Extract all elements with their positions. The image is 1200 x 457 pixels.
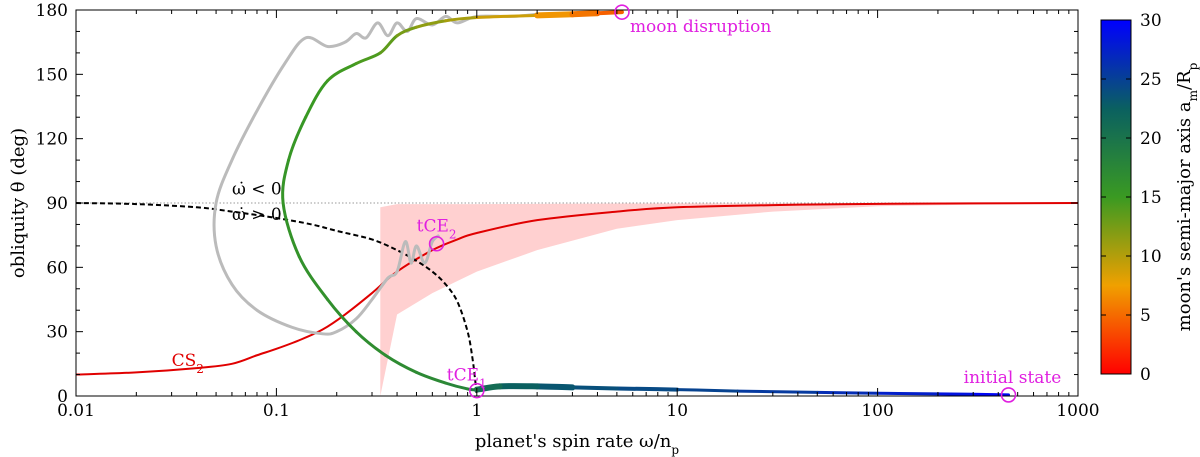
series-segment [614,386,680,392]
series-segment [595,10,624,16]
series-segment [354,51,382,66]
colorbar-tick-label: 0 [1140,365,1151,385]
series-segment [971,392,1010,396]
marker-initial-state [1000,387,1017,403]
colorbar-tick-label: 20 [1140,129,1162,149]
y-tick-label: 180 [36,1,68,21]
series-segment [395,25,418,38]
x-tick-label: 1000 [1056,401,1099,421]
series-separatrix [76,202,478,396]
colorbar-tick-label: 15 [1140,188,1162,208]
colorbar-tick-label: 25 [1140,70,1162,90]
x-tick-label: 0.01 [57,401,95,421]
series-segment [876,391,940,396]
y-tick-label: 0 [57,387,68,407]
series-segment [534,383,576,391]
annotation-cs2-label: CS2 [172,351,204,376]
y-tick-label: 120 [36,130,68,150]
marker-tce2 [428,235,445,252]
series-segment [297,255,330,301]
series-segment [378,34,399,55]
y-axis-label: obliquity θ (deg) [8,128,29,278]
y-tick-label: 90 [46,194,68,214]
series-segment [534,11,576,19]
series-segment [815,390,880,395]
series-segment [736,389,819,394]
series-segment [414,370,448,385]
series-trajectory-main [281,10,1010,396]
x-tick-label: 0.1 [263,401,290,421]
annotation-tce1: tCE1 [447,366,487,391]
annotation-omega-lt: ω̇ < 0 [232,179,282,199]
series-segment [444,381,470,391]
x-tick-label: 100 [861,401,893,421]
x-axis-label: planet's spin rate ω/np [475,431,680,457]
series-segment [304,79,330,119]
annotation-initial-state: initial state [964,368,1062,388]
series-segment [675,388,740,393]
marker-tce1 [468,382,485,399]
colorbar-tick-label: 10 [1140,247,1162,267]
series-segment [475,13,539,20]
series-segment [414,19,448,29]
marker-moon-disruption [614,4,630,20]
series-segment [354,330,387,357]
x-tick-label: 10 [666,401,688,421]
series-segment [570,385,619,391]
y-tick-label: 30 [46,323,68,343]
annotation-moon-disruption: moon disruption [630,17,771,37]
colorbar-tick-label: 30 [1140,11,1162,31]
x-tick-label: 1 [471,401,482,421]
y-tick-label: 60 [46,258,68,278]
colorbar-tick-label: 5 [1140,306,1151,326]
series-segment [287,115,308,162]
series-segment [326,298,358,334]
annotation-omega-gt: ω̇ > 0 [232,205,282,225]
series-segment [444,16,479,23]
shaded-band [380,203,1078,396]
y-tick-label: 150 [36,65,68,85]
series-segment [383,353,418,374]
series-trajectory-gray [212,12,538,336]
series-segment [281,158,291,205]
series-segment [569,10,601,18]
series-segment [281,201,301,259]
series-segment [326,62,358,83]
colorbar-label: moon's semi-major axis am/Rp [1174,62,1200,331]
